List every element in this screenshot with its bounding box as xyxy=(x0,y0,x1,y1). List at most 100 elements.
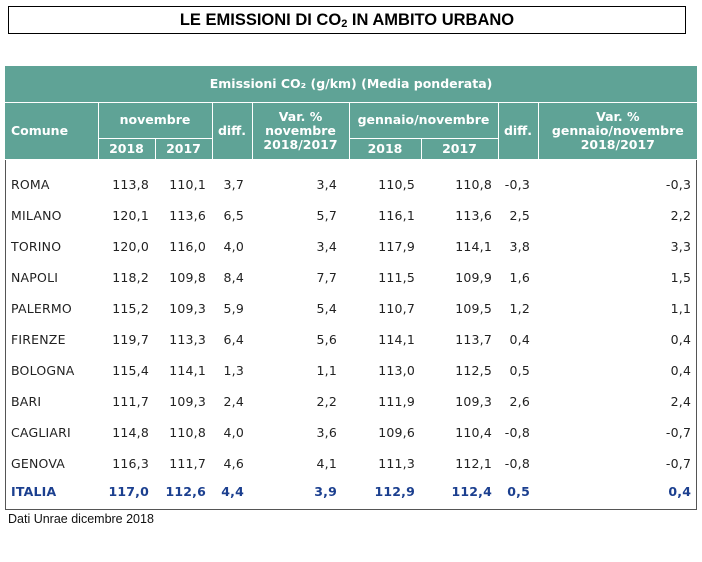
header-diff2: diff. xyxy=(497,101,539,160)
cell-diff2: -0,8 xyxy=(504,424,530,440)
header-gennaio-novembre: gennaio/novembre xyxy=(348,101,499,139)
table-row: MILANO 120,1 113,6 6,5 5,7 116,1 113,6 2,5 2,2 xyxy=(5,200,697,231)
header-year-2017-nov: 2017 xyxy=(154,137,213,160)
cell-comune: BARI xyxy=(11,393,42,409)
cell-nov-2018: 119,7 xyxy=(112,331,149,347)
cell-gen-2017: 109,5 xyxy=(455,300,492,316)
cell-var-gennaio: 0,4 xyxy=(668,484,692,499)
cell-nov-2017: 111,7 xyxy=(169,455,206,471)
cell-nov-2018: 118,2 xyxy=(112,269,149,285)
cell-nov-2018: 114,8 xyxy=(112,424,149,440)
cell-var-gennaio: 0,4 xyxy=(670,331,692,347)
header-var-novembre-line1: Var. % xyxy=(278,108,323,124)
cell-nov-2018: 117,0 xyxy=(108,484,149,499)
cell-diff: 3,7 xyxy=(223,176,244,192)
cell-diff: 6,5 xyxy=(223,207,244,223)
table-row-total: ITALIA 117,0 112,6 4,4 3,9 112,9 112,4 0,5 0,4 xyxy=(5,479,697,505)
cell-comune: TORINO xyxy=(11,238,62,254)
title-prefix: LE EMISSIONI DI CO xyxy=(179,11,342,29)
cell-nov-2017: 113,6 xyxy=(169,207,206,223)
cell-nov-2017: 113,3 xyxy=(169,331,206,347)
cell-diff: 8,4 xyxy=(223,269,244,285)
cell-gen-2018: 111,3 xyxy=(378,455,415,471)
header-year-2017-gen: 2017 xyxy=(420,137,499,160)
table-row: TORINO 120,0 116,0 4,0 3,4 117,9 114,1 3,8 3,3 xyxy=(5,231,697,262)
cell-diff2: -0,3 xyxy=(504,176,530,192)
header-year-2018-nov: 2018 xyxy=(97,137,156,160)
cell-var-novembre: 5,7 xyxy=(316,207,337,223)
cell-nov-2017: 112,6 xyxy=(165,484,206,499)
cell-gen-2017: 112,4 xyxy=(451,484,492,499)
cell-diff: 4,6 xyxy=(223,455,244,471)
cell-gen-2018: 109,6 xyxy=(378,424,415,440)
source-note: Dati Unrae dicembre 2018 xyxy=(8,512,154,526)
cell-var-novembre: 3,6 xyxy=(316,424,337,440)
cell-diff: 4,0 xyxy=(223,238,244,254)
cell-nov-2017: 109,3 xyxy=(169,393,206,409)
cell-diff2: 0,5 xyxy=(507,484,530,499)
table-row: FIRENZE 119,7 113,3 6,4 5,6 114,1 113,7 0,4 0,4 xyxy=(5,324,697,355)
cell-diff: 4,4 xyxy=(221,484,244,499)
cell-var-gennaio: 0,4 xyxy=(670,362,692,378)
cell-var-novembre: 2,2 xyxy=(316,393,337,409)
cell-diff2: 2,6 xyxy=(509,393,530,409)
cell-nov-2018: 113,8 xyxy=(112,176,149,192)
cell-nov-2017: 114,1 xyxy=(169,362,206,378)
cell-diff2: -0,8 xyxy=(504,455,530,471)
cell-diff2: 0,5 xyxy=(509,362,530,378)
header-var-novembre-line2: novembre xyxy=(265,122,336,138)
cell-nov-2018: 111,7 xyxy=(112,393,149,409)
table-banner: Emissioni CO₂ (g/km) (Media ponderata) xyxy=(5,66,698,103)
cell-var-gennaio: 2,4 xyxy=(670,393,692,409)
cell-diff2: 2,5 xyxy=(509,207,530,223)
table-row: BOLOGNA 115,4 114,1 1,3 1,1 113,0 112,5 0,5 0,4 xyxy=(5,355,697,386)
cell-gen-2018: 113,0 xyxy=(378,362,415,378)
header-year-2018-gen: 2018 xyxy=(348,137,422,160)
cell-comune: BOLOGNA xyxy=(11,362,75,378)
header-comune: Comune xyxy=(5,101,99,160)
cell-gen-2018: 116,1 xyxy=(378,207,415,223)
table-row: GENOVA 116,3 111,7 4,6 4,1 111,3 112,1 -0,8 -0,7 xyxy=(5,448,697,479)
cell-nov-2017: 110,1 xyxy=(169,176,206,192)
cell-gen-2018: 111,9 xyxy=(378,393,415,409)
cell-nov-2017: 116,0 xyxy=(169,238,206,254)
header-var-gennaio-line3: 2018/2017 xyxy=(580,136,655,152)
cell-var-novembre: 3,9 xyxy=(314,484,337,499)
table-body: ROMA 113,8 110,1 3,7 3,4 110,5 110,8 -0,3 -0,3 MI… xyxy=(5,159,697,505)
cell-gen-2017: 112,1 xyxy=(455,455,492,471)
cell-nov-2018: 116,3 xyxy=(112,455,149,471)
header-var-gennaio: Var. % gennaio/novembre 2018/2017 xyxy=(537,101,698,160)
cell-diff: 1,3 xyxy=(223,362,244,378)
cell-comune: PALERMO xyxy=(11,300,72,316)
cell-var-gennaio: -0,7 xyxy=(665,455,692,471)
title-subscript: 2 xyxy=(341,18,348,30)
header-novembre: novembre xyxy=(97,101,213,139)
cell-nov-2018: 120,0 xyxy=(112,238,149,254)
cell-comune: FIRENZE xyxy=(11,331,66,347)
cell-gen-2017: 110,8 xyxy=(455,176,492,192)
page-title: LE EMISSIONI DI CO2 IN AMBITO URBANO xyxy=(8,6,686,34)
cell-nov-2018: 120,1 xyxy=(112,207,149,223)
cell-gen-2018: 110,7 xyxy=(378,300,415,316)
cell-var-novembre: 3,4 xyxy=(316,176,337,192)
cell-diff: 2,4 xyxy=(223,393,244,409)
cell-gen-2017: 114,1 xyxy=(455,238,492,254)
header-var-novembre-line3: 2018/2017 xyxy=(263,136,338,152)
table-header: Emissioni CO₂ (g/km) (Media ponderata) C… xyxy=(5,66,698,160)
cell-var-novembre: 7,7 xyxy=(316,269,337,285)
cell-nov-2017: 110,8 xyxy=(169,424,206,440)
title-suffix: IN AMBITO URBANO xyxy=(347,11,515,29)
cell-gen-2017: 113,7 xyxy=(455,331,492,347)
cell-nov-2018: 115,2 xyxy=(112,300,149,316)
table-row: NAPOLI 118,2 109,8 8,4 7,7 111,5 109,9 1,6 1,5 xyxy=(5,262,697,293)
cell-gen-2017: 113,6 xyxy=(455,207,492,223)
cell-gen-2017: 109,9 xyxy=(455,269,492,285)
cell-gen-2017: 110,4 xyxy=(455,424,492,440)
cell-var-gennaio: 1,5 xyxy=(670,269,692,285)
header-var-novembre: Var. % novembre 2018/2017 xyxy=(251,101,350,160)
cell-var-novembre: 5,6 xyxy=(316,331,337,347)
table-row: ROMA 113,8 110,1 3,7 3,4 110,5 110,8 -0,3 -0,3 xyxy=(5,169,697,200)
cell-gen-2017: 112,5 xyxy=(455,362,492,378)
table-row: PALERMO 115,2 109,3 5,9 5,4 110,7 109,5 1,2 1,1 xyxy=(5,293,697,324)
cell-var-novembre: 3,4 xyxy=(316,238,337,254)
